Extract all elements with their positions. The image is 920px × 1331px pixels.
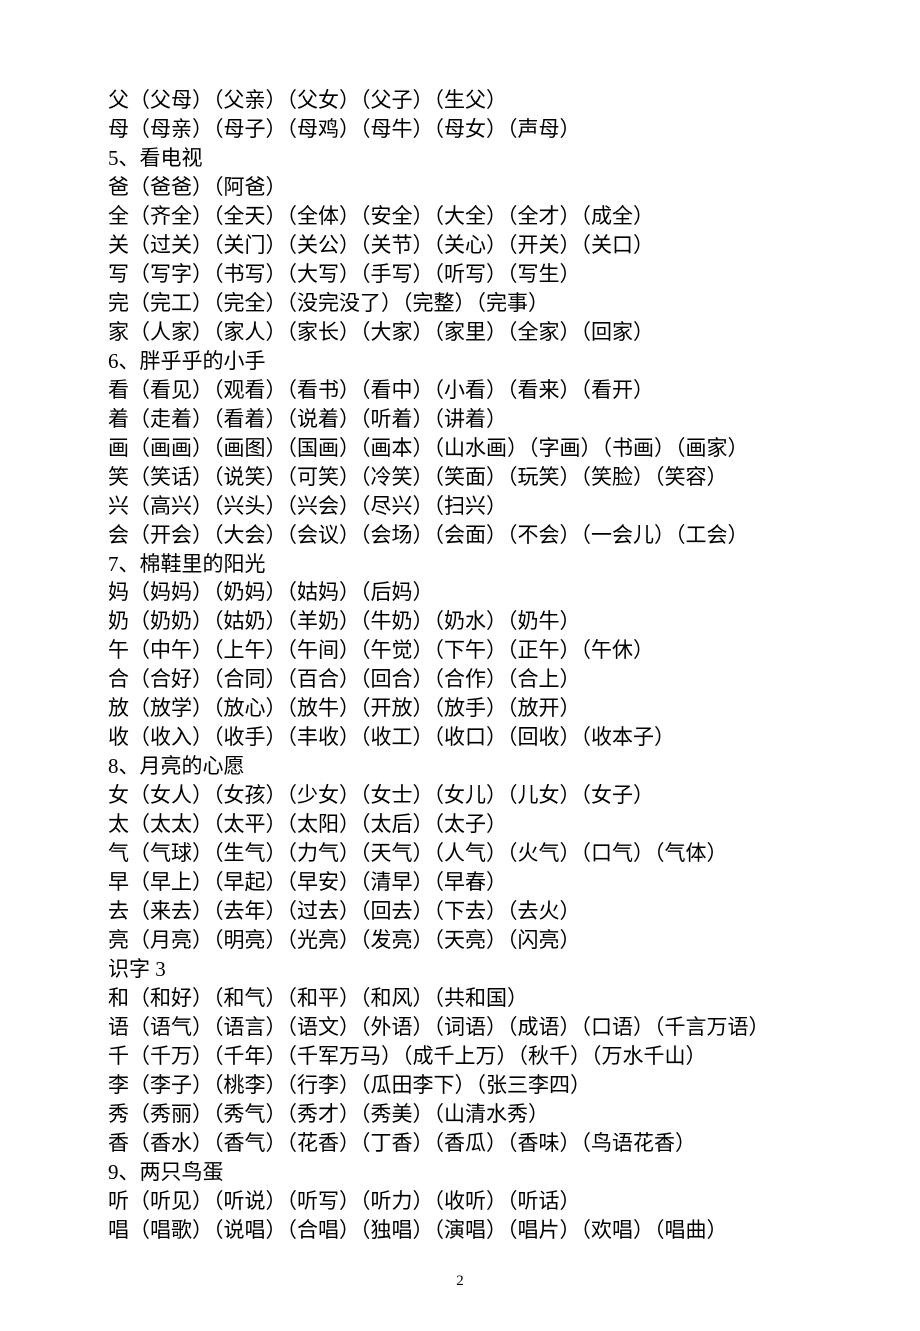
text-line: 太（太太）（太平）（太阳）（太后）（太子） [108,810,812,839]
text-line: 关（过关）（关门）（关公）（关节）（关心）（开关）（关口） [108,231,812,260]
text-line: 看（看见）（观看）（看书）（看中）（小看）（看来）（看开） [108,376,812,405]
text-line: 全（齐全）（全天）（全体）（安全）（大全）（全才）（成全） [108,202,812,231]
text-line: 李（李子）（桃李）（行李）（瓜田李下）（张三李四） [108,1071,812,1100]
text-line: 6、胖乎乎的小手 [108,347,812,376]
text-line: 午（中午）（上午）（午间）（午觉）（下午）（正午）（午休） [108,636,812,665]
text-line: 会（开会）（大会）（会议）（会场）（会面）（不会）（一会儿）（工会） [108,521,812,550]
text-line: 着（走着）（看着）（说着）（听着）（讲着） [108,405,812,434]
text-line: 兴（高兴）（兴头）（兴会）（尽兴）（扫兴） [108,492,812,521]
text-line: 完（完工）（完全）（没完没了）（完整）（完事） [108,289,812,318]
text-line: 妈（妈妈）（奶妈）（姑妈）（后妈） [108,578,812,607]
page-number: 2 [108,1271,812,1292]
text-line: 香（香水）（香气）（花香）（丁香）（香瓜）（香味）（鸟语花香） [108,1129,812,1158]
text-line: 去（来去）（去年）（过去）（回去）（下去）（去火） [108,897,812,926]
text-line: 家（人家）（家人）（家长）（大家）（家里）（全家）（回家） [108,318,812,347]
text-line: 唱（唱歌）（说唱）（合唱）（独唱）（演唱）（唱片）（欢唱）（唱曲） [108,1216,812,1245]
text-line: 父（父母）（父亲）（父女）（父子）（生父） [108,86,812,115]
text-line: 5、看电视 [108,144,812,173]
document-page: 父（父母）（父亲）（父女）（父子）（生父）母（母亲）（母子）（母鸡）（母牛）（母… [0,0,920,1331]
text-line: 8、月亮的心愿 [108,752,812,781]
text-body: 父（父母）（父亲）（父女）（父子）（生父）母（母亲）（母子）（母鸡）（母牛）（母… [108,86,812,1245]
text-line: 爸（爸爸）（阿爸） [108,173,812,202]
text-line: 收（收入）（收手）（丰收）（收工）（收口）（回收）（收本子） [108,723,812,752]
text-line: 笑（笑话）（说笑）（可笑）（冷笑）（笑面）（玩笑）（笑脸）（笑容） [108,463,812,492]
text-line: 秀（秀丽）（秀气）（秀才）（秀美）（山清水秀） [108,1100,812,1129]
text-line: 放（放学）（放心）（放牛）（开放）（放手）（放开） [108,694,812,723]
text-line: 写（写字）（书写）（大写）（手写）（听写）（写生） [108,260,812,289]
text-line: 女（女人）（女孩）（少女）（女士）（女儿）（儿女）（女子） [108,781,812,810]
text-line: 和（和好）（和气）（和平）（和风）（共和国） [108,984,812,1013]
text-line: 语（语气）（语言）（语文）（外语）（词语）（成语）（口语）（千言万语） [108,1013,812,1042]
text-line: 早（早上）（早起）（早安）（清早）（早春） [108,868,812,897]
text-line: 9、两只鸟蛋 [108,1158,812,1187]
text-line: 千（千万）（千年）（千军万马）（成千上万）（秋千）（万水千山） [108,1042,812,1071]
text-line: 画（画画）（画图）（国画）（画本）（山水画）（字画）（书画）（画家） [108,434,812,463]
text-line: 亮（月亮）（明亮）（光亮）（发亮）（天亮）（闪亮） [108,926,812,955]
text-line: 母（母亲）（母子）（母鸡）（母牛）（母女）（声母） [108,115,812,144]
text-line: 奶（奶奶）（姑奶）（羊奶）（牛奶）（奶水）（奶牛） [108,607,812,636]
text-line: 7、棉鞋里的阳光 [108,550,812,579]
text-line: 合（合好）（合同）（百合）（回合）（合作）（合上） [108,665,812,694]
text-line: 听（听见）（听说）（听写）（听力）（收听）（听话） [108,1187,812,1216]
text-line: 气（气球）（生气）（力气）（天气）（人气）（火气）（口气）（气体） [108,839,812,868]
text-line: 识字 3 [108,955,812,984]
